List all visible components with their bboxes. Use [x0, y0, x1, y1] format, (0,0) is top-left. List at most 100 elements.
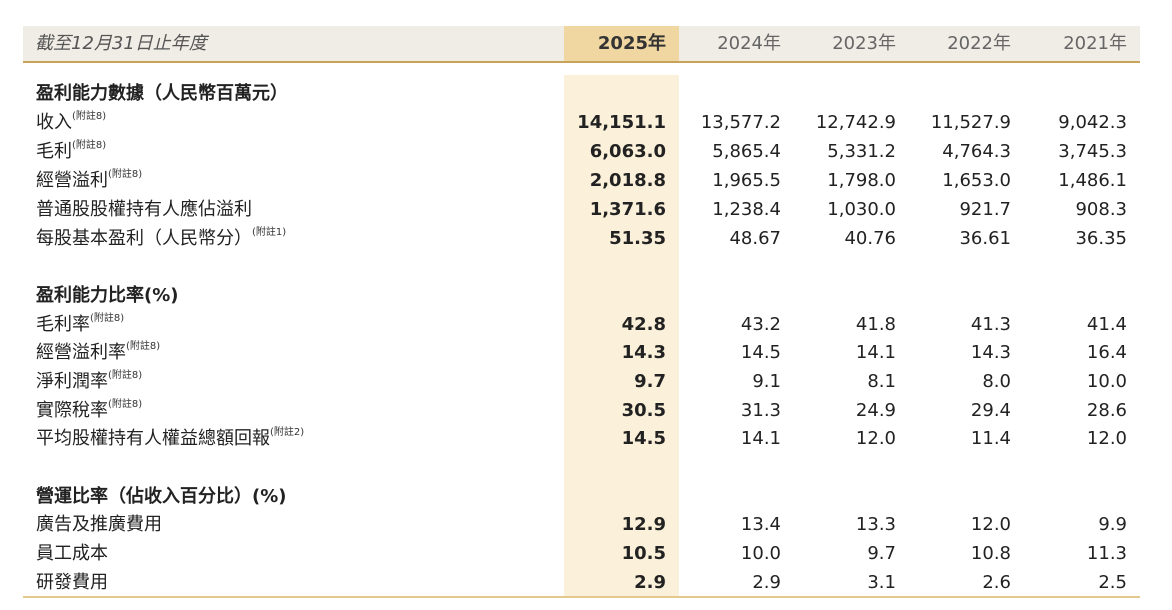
table-row: 毛利(附註8) 6,063.0 5,865.4 5,331.2 4,764.3 … — [0, 139, 1172, 165]
value-2021: 36.35 — [1075, 228, 1127, 249]
value-2022: 29.4 — [970, 400, 1011, 421]
table-row: 普通股股權持有人應佔溢利 1,371.6 1,238.4 1,030.0 921… — [0, 197, 1172, 223]
year-header-2025: 2025年 — [597, 33, 666, 54]
value-2022: 4,764.3 — [942, 141, 1011, 162]
value-2025: 14,151.1 — [577, 112, 666, 133]
value-2025: 2.9 — [634, 572, 666, 593]
value-2025: 12.9 — [621, 514, 666, 535]
value-2023: 12,742.9 — [815, 112, 896, 133]
table-header: 截至12月31日止年度 2025年 2024年 2023年 2022年 2021… — [23, 26, 1140, 63]
year-header-2024: 2024年 — [717, 33, 781, 54]
value-2023: 8.1 — [867, 371, 896, 392]
year-header-2023: 2023年 — [832, 33, 896, 54]
value-2023: 3.1 — [867, 572, 896, 593]
table-row: 平均股權持有人權益總額回報(附註2) 14.5 14.1 12.0 11.4 1… — [0, 426, 1172, 452]
value-2023: 9.7 — [867, 543, 896, 564]
value-2022: 14.3 — [970, 342, 1011, 363]
value-2021: 12.0 — [1086, 428, 1127, 449]
value-2025: 1,371.6 — [589, 199, 666, 220]
value-2024: 14.5 — [740, 342, 781, 363]
row-label: 廣告及推廣費用 — [36, 514, 162, 535]
value-2021: 41.4 — [1086, 314, 1127, 335]
value-2022: 12.0 — [970, 514, 1011, 535]
value-2023: 14.1 — [855, 342, 896, 363]
row-label: 經營溢利(附註8) — [36, 169, 143, 191]
value-2024: 10.0 — [740, 543, 781, 564]
row-label: 每股基本盈利（人民幣分）(附註1) — [36, 227, 287, 249]
value-2021: 11.3 — [1086, 543, 1127, 564]
table-row: 廣告及推廣費用 12.9 13.4 13.3 12.0 9.9 — [0, 512, 1172, 538]
row-label: 經營溢利率(附註8) — [36, 341, 161, 363]
value-2022: 36.61 — [959, 228, 1011, 249]
value-2025: 51.35 — [609, 228, 666, 249]
table-row: 每股基本盈利（人民幣分）(附註1) 51.35 48.67 40.76 36.6… — [0, 226, 1172, 252]
value-2021: 10.0 — [1086, 371, 1127, 392]
value-2023: 24.9 — [855, 400, 896, 421]
section-title-operating-ratios: 營運比率（佔收入百分比）(%) — [36, 486, 287, 507]
value-2024: 5,865.4 — [712, 141, 781, 162]
table-row: 經營溢利(附註8) 2,018.8 1,965.5 1,798.0 1,653.… — [0, 168, 1172, 194]
row-label: 毛利(附註8) — [36, 140, 107, 162]
row-label: 淨利潤率(附註8) — [36, 370, 143, 392]
value-2025: 14.5 — [621, 428, 666, 449]
section-title-profitability-data: 盈利能力數據（人民幣百萬元） — [36, 83, 288, 104]
value-2023: 13.3 — [855, 514, 896, 535]
row-label: 毛利率(附註8) — [36, 313, 125, 335]
row-label: 實際稅率(附註8) — [36, 399, 143, 421]
value-2021: 16.4 — [1086, 342, 1127, 363]
row-label: 研發費用 — [36, 572, 108, 593]
table-row: 實際稅率(附註8) 30.5 31.3 24.9 29.4 28.6 — [0, 398, 1172, 424]
value-2022: 11,527.9 — [930, 112, 1011, 133]
value-2024: 13,577.2 — [700, 112, 781, 133]
current-year-header-highlight — [564, 26, 679, 61]
value-2022: 10.8 — [970, 543, 1011, 564]
value-2021: 1,486.1 — [1058, 170, 1127, 191]
current-year-highlight — [564, 75, 679, 597]
value-2025: 30.5 — [621, 400, 666, 421]
value-2023: 1,798.0 — [827, 170, 896, 191]
header-label: 截至12月31日止年度 — [35, 33, 207, 54]
value-2021: 3,745.3 — [1058, 141, 1127, 162]
row-label: 普通股股權持有人應佔溢利 — [36, 199, 252, 220]
table-row: 毛利率(附註8) 42.8 43.2 41.8 41.3 41.4 — [0, 312, 1172, 338]
value-2023: 40.76 — [844, 228, 896, 249]
table-row: 研發費用 2.9 2.9 3.1 2.6 2.5 — [0, 570, 1172, 596]
value-2021: 28.6 — [1086, 400, 1127, 421]
bottom-rule — [23, 596, 1140, 598]
value-2024: 31.3 — [740, 400, 781, 421]
value-2022: 2.6 — [982, 572, 1011, 593]
section-title-profitability-ratios: 盈利能力比率(%) — [36, 285, 179, 306]
value-2024: 13.4 — [740, 514, 781, 535]
value-2025: 2,018.8 — [589, 170, 666, 191]
table-row: 收入(附註8) 14,151.1 13,577.2 12,742.9 11,52… — [0, 110, 1172, 136]
value-2021: 9.9 — [1098, 514, 1127, 535]
value-2025: 10.5 — [621, 543, 666, 564]
value-2021: 2.5 — [1098, 572, 1127, 593]
value-2024: 43.2 — [740, 314, 781, 335]
value-2022: 41.3 — [970, 314, 1011, 335]
year-header-2022: 2022年 — [947, 33, 1011, 54]
value-2022: 1,653.0 — [942, 170, 1011, 191]
value-2023: 5,331.2 — [827, 141, 896, 162]
value-2025: 42.8 — [621, 314, 666, 335]
value-2021: 908.3 — [1075, 199, 1127, 220]
value-2023: 41.8 — [855, 314, 896, 335]
value-2023: 1,030.0 — [827, 199, 896, 220]
value-2025: 9.7 — [634, 371, 666, 392]
row-label: 平均股權持有人權益總額回報(附註2) — [36, 427, 305, 449]
value-2023: 12.0 — [855, 428, 896, 449]
table-row: 員工成本 10.5 10.0 9.7 10.8 11.3 — [0, 541, 1172, 567]
value-2024: 1,965.5 — [712, 170, 781, 191]
row-label: 收入(附註8) — [36, 111, 107, 133]
row-label: 員工成本 — [36, 543, 108, 564]
value-2025: 14.3 — [621, 342, 666, 363]
value-2022: 11.4 — [970, 428, 1011, 449]
value-2024: 2.9 — [752, 572, 781, 593]
value-2024: 1,238.4 — [712, 199, 781, 220]
year-header-2021: 2021年 — [1063, 33, 1127, 54]
table-row: 經營溢利率(附註8) 14.3 14.5 14.1 14.3 16.4 — [0, 340, 1172, 366]
value-2024: 48.67 — [729, 228, 781, 249]
value-2024: 9.1 — [752, 371, 781, 392]
value-2022: 921.7 — [959, 199, 1011, 220]
value-2024: 14.1 — [740, 428, 781, 449]
